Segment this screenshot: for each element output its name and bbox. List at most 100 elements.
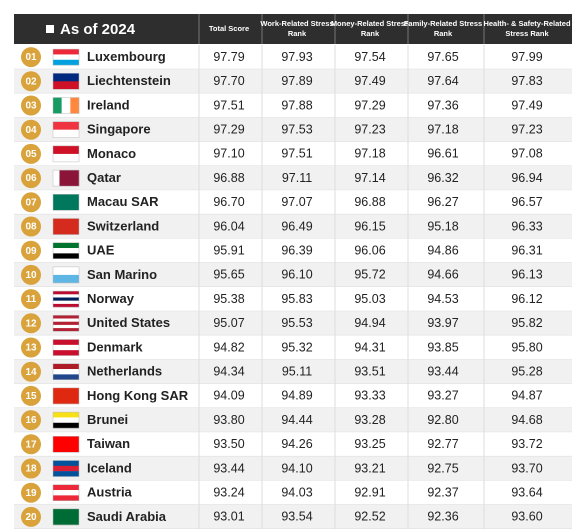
row-bg xyxy=(14,335,572,360)
rank-badge xyxy=(21,119,41,140)
score-cell: 92.37 xyxy=(427,485,458,499)
score-cell: 93.24 xyxy=(213,485,244,499)
score-cell: 94.09 xyxy=(213,389,244,403)
flag-stripe xyxy=(53,417,79,423)
rank-badge xyxy=(21,361,41,382)
score-cell: 94.86 xyxy=(427,243,458,257)
flag-border xyxy=(52,460,80,477)
country-name: United States xyxy=(87,315,170,330)
score-cell: 94.34 xyxy=(213,364,244,378)
score-cell: 93.72 xyxy=(511,437,542,451)
score-cell: 95.28 xyxy=(511,364,542,378)
row-bg xyxy=(14,69,572,94)
row-bg xyxy=(14,190,572,215)
country-name: Hong Kong SAR xyxy=(87,388,189,403)
score-cell: 97.29 xyxy=(354,98,385,112)
header-label: Total Score xyxy=(209,24,249,33)
flag-stripe xyxy=(53,350,79,356)
score-cell: 92.36 xyxy=(427,510,458,524)
score-cell: 95.32 xyxy=(281,340,312,354)
row-bg xyxy=(14,456,572,481)
score-cell: 97.18 xyxy=(354,147,385,161)
row-bg xyxy=(14,45,572,70)
rank-badge xyxy=(21,47,41,68)
rank-number: 16 xyxy=(25,415,37,426)
country-name: Iceland xyxy=(87,460,132,475)
score-cell: 95.91 xyxy=(213,243,244,257)
rank-badge xyxy=(21,434,41,455)
score-cell: 94.89 xyxy=(281,389,312,403)
flag-stripe xyxy=(53,81,79,90)
score-cell: 94.26 xyxy=(281,437,312,451)
score-cell: 92.80 xyxy=(427,413,458,427)
score-cell: 92.91 xyxy=(354,485,385,499)
score-cell: 96.32 xyxy=(427,171,458,185)
flag-border xyxy=(52,484,80,501)
flag-border xyxy=(52,97,80,114)
country-name: Saudi Arabia xyxy=(87,509,167,524)
country-name: Switzerland xyxy=(87,218,159,233)
score-cell: 96.94 xyxy=(511,171,542,185)
rank-badge xyxy=(21,337,41,358)
flag-border xyxy=(52,242,80,259)
flag-border xyxy=(52,73,80,90)
score-cell: 94.44 xyxy=(281,413,312,427)
score-cell: 97.08 xyxy=(511,147,542,161)
flag-stripe xyxy=(53,412,79,418)
flag-stripe xyxy=(53,369,79,375)
flag-stripe xyxy=(53,318,79,322)
header-label: Money-Related Stress Rank xyxy=(331,19,409,38)
score-cell: 96.15 xyxy=(354,219,385,233)
score-cell: 97.49 xyxy=(511,98,542,112)
flag-stripe xyxy=(53,328,79,332)
flag-stripe xyxy=(70,97,80,114)
flag-stripe xyxy=(53,324,79,329)
country-name: Denmark xyxy=(87,339,143,354)
score-cell: 96.31 xyxy=(511,243,542,257)
score-cell: 93.60 xyxy=(511,510,542,524)
score-cell: 96.61 xyxy=(427,147,458,161)
rank-number: 14 xyxy=(25,367,37,378)
score-cell: 95.53 xyxy=(281,316,312,330)
flag-border xyxy=(52,363,80,380)
flag-stripe xyxy=(53,253,79,259)
score-cell: 97.18 xyxy=(427,122,458,136)
rank-badge xyxy=(21,458,41,479)
score-cell: 93.85 xyxy=(427,340,458,354)
score-cell: 93.44 xyxy=(213,461,244,475)
flag-stripe xyxy=(53,129,79,138)
flag-stripe xyxy=(53,121,79,130)
score-cell: 93.70 xyxy=(511,461,542,475)
score-cell: 96.57 xyxy=(511,195,542,209)
score-cell: 94.87 xyxy=(511,389,542,403)
score-cell: 97.54 xyxy=(354,50,385,64)
score-cell: 96.10 xyxy=(281,268,312,282)
score-cell: 93.44 xyxy=(427,364,458,378)
flag-border xyxy=(52,436,80,453)
score-cell: 95.82 xyxy=(511,316,542,330)
score-cell: 95.38 xyxy=(213,292,244,306)
rank-badge xyxy=(21,216,41,237)
score-cell: 93.51 xyxy=(354,364,385,378)
flag-stripe xyxy=(53,471,79,477)
score-cell: 96.13 xyxy=(511,268,542,282)
rank-badge xyxy=(21,192,41,213)
flag-stripe xyxy=(53,59,79,66)
flag-stripe xyxy=(61,97,71,114)
rank-badge xyxy=(21,95,41,116)
score-cell: 96.88 xyxy=(213,171,244,185)
header-title: As of 2024 xyxy=(60,21,136,38)
rank-number: 10 xyxy=(25,270,37,281)
score-cell: 96.04 xyxy=(213,219,244,233)
score-cell: 93.27 xyxy=(427,389,458,403)
flag-stripe xyxy=(53,145,79,155)
row-bg xyxy=(14,238,572,263)
country-name: Brunei xyxy=(87,412,128,427)
rank-badge xyxy=(21,143,41,164)
flag-border xyxy=(52,266,80,284)
score-cell: 97.23 xyxy=(511,122,542,136)
score-cell: 96.33 xyxy=(511,219,542,233)
rank-number: 09 xyxy=(25,246,37,257)
flag-border xyxy=(52,169,80,187)
